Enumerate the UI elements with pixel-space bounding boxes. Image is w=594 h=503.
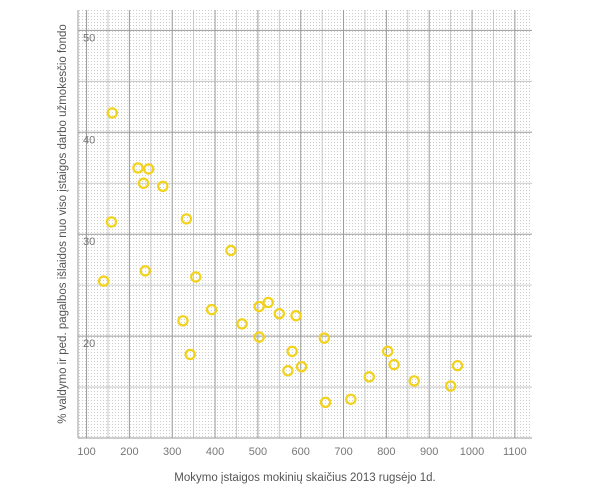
data-point [190,271,202,283]
data-point [180,213,193,225]
data-point [282,365,294,377]
data-point [205,303,218,316]
data-point [273,307,286,320]
data-point [97,275,110,287]
y-axis-title: % valdymo ir ped. pagalbos išlaidos nuo … [57,24,69,424]
data-point [225,244,237,257]
data-point [363,371,375,383]
data-point [295,360,308,373]
data-point [388,358,400,371]
x-tick-label: 1100 [503,446,527,458]
x-tick-label: 900 [420,446,438,458]
plot-area [78,10,532,438]
x-tick-label: 100 [77,446,95,458]
data-point [132,162,144,174]
data-point [105,216,118,228]
data-point [184,348,196,361]
y-tick-label: 40 [83,134,95,146]
x-tick-label: 300 [163,446,181,458]
x-tick-label: 200 [120,446,138,458]
data-point [381,345,394,358]
data-point [286,345,298,358]
data-point [236,318,248,330]
data-point [319,396,332,409]
data-point [345,393,357,405]
x-tick-label: 400 [206,446,224,458]
data-point [106,107,118,119]
data-point [177,315,189,327]
data-point [408,375,420,387]
data-point [290,310,302,322]
data-point [253,300,265,313]
data-point [444,380,457,392]
data-point [451,359,464,372]
x-tick-label: 700 [334,446,352,458]
data-point [262,296,274,309]
plot-frame [77,10,532,439]
grid-lines [78,10,532,438]
y-tick-label: 20 [83,338,95,350]
y-tick-labels: 20 30 40 50 [83,32,95,350]
x-tick-labels: 100 200 300 400 500 600 700 800 900 1000 1100 [77,446,526,458]
data-point [142,163,155,175]
x-tick-label: 600 [292,446,310,458]
data-points [97,107,464,409]
data-point [137,177,150,189]
x-axis-title: Mokymo įstaigos mokinių skaičius 2013 ru… [174,472,435,484]
x-tick-label: 800 [377,446,395,458]
data-point [157,180,169,192]
y-tick-label: 30 [83,236,95,248]
y-tick-label: 50 [83,32,95,44]
data-point [139,265,151,277]
x-tick-label: 1000 [460,446,484,458]
data-point [318,332,330,344]
x-tick-label: 500 [249,446,267,458]
data-point [253,331,265,343]
